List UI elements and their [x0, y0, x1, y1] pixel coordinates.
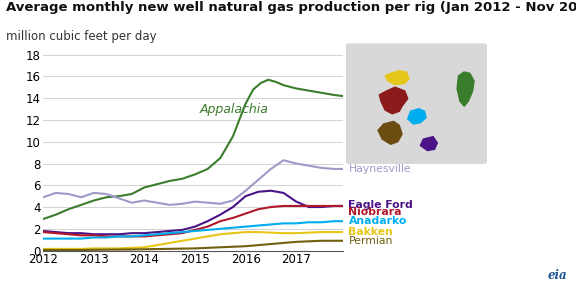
Polygon shape [420, 137, 437, 151]
Text: million cubic feet per day: million cubic feet per day [6, 30, 157, 43]
FancyBboxPatch shape [346, 44, 487, 163]
Text: Appalachia: Appalachia [200, 103, 269, 116]
Text: Eagle Ford: Eagle Ford [348, 200, 413, 211]
Text: Bakken: Bakken [348, 227, 393, 237]
Polygon shape [385, 71, 409, 85]
Text: Niobrara: Niobrara [348, 207, 402, 217]
Text: eia: eia [548, 269, 567, 282]
Polygon shape [380, 87, 408, 114]
Polygon shape [378, 122, 402, 144]
Text: Haynesville: Haynesville [348, 164, 411, 174]
Text: Anadarko: Anadarko [348, 216, 407, 226]
Polygon shape [408, 109, 426, 124]
Text: Average monthly new well natural gas production per rig (Jan 2012 - Nov 2017): Average monthly new well natural gas pro… [6, 1, 576, 14]
Polygon shape [457, 72, 474, 106]
Text: Permian: Permian [348, 236, 393, 246]
